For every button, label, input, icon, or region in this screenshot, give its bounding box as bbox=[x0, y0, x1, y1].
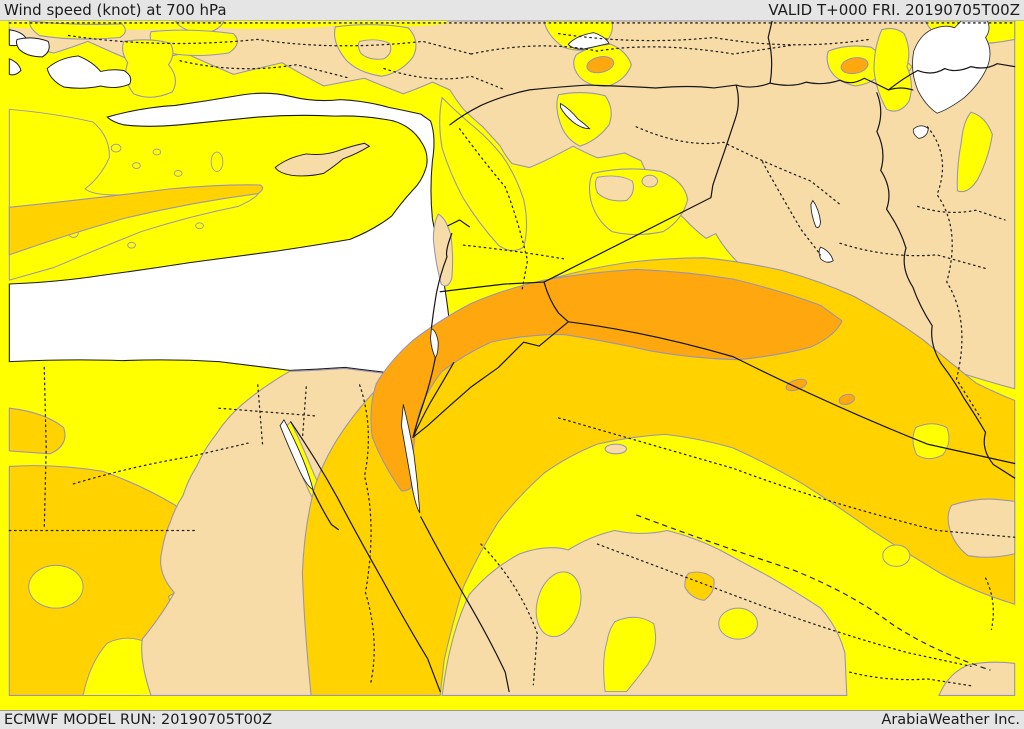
lake-razzaza bbox=[818, 246, 834, 263]
lakes-and-gulfs bbox=[279, 32, 834, 514]
yellow-teardrops bbox=[882, 423, 950, 567]
yellow-hole-sw bbox=[28, 564, 84, 609]
tan-arabia-region bbox=[441, 529, 848, 696]
lake-tharthar bbox=[810, 199, 822, 228]
tan-islands-east bbox=[432, 213, 1016, 696]
map-title: Wind speed (knot) at 700 hPa bbox=[4, 1, 227, 19]
lake-assad bbox=[560, 102, 591, 130]
provider-label: ArabiaWeather Inc. bbox=[881, 712, 1020, 728]
mediterranean-sea bbox=[8, 92, 458, 375]
white-patch-northeast bbox=[912, 21, 991, 139]
valid-time-label: VALID T+000 FRI. 20190705T00Z bbox=[768, 1, 1020, 19]
gold-band-west bbox=[8, 184, 264, 256]
yellow-holes-arabia bbox=[535, 571, 759, 693]
dashed-boundary bbox=[636, 514, 991, 671]
gulf-of-suez bbox=[279, 419, 314, 491]
weather-map-canvas bbox=[0, 21, 1024, 710]
country-borders bbox=[290, 21, 1016, 693]
footer-bar: ECMWF MODEL RUN: 20190705T00Z ArabiaWeat… bbox=[0, 710, 1024, 729]
model-run-label: ECMWF MODEL RUN: 20190705T00Z bbox=[4, 712, 273, 728]
orange-spots-east bbox=[785, 378, 855, 406]
yellow-pockets-anatolia bbox=[29, 21, 1016, 252]
orange-core-band bbox=[370, 268, 843, 492]
lake-tuz bbox=[567, 32, 610, 50]
cyprus-island bbox=[274, 142, 371, 177]
dotted-boundaries bbox=[8, 22, 1016, 687]
orange-spots-north bbox=[586, 56, 869, 75]
map-fill-layers bbox=[8, 21, 1016, 696]
gulf-of-aqaba bbox=[400, 404, 421, 514]
dead-sea bbox=[430, 328, 439, 359]
marmara-blacksea bbox=[8, 29, 132, 89]
wind-speed-map bbox=[8, 21, 1016, 696]
header-bar: Wind speed (knot) at 700 hPa VALID T+000… bbox=[0, 0, 1024, 21]
